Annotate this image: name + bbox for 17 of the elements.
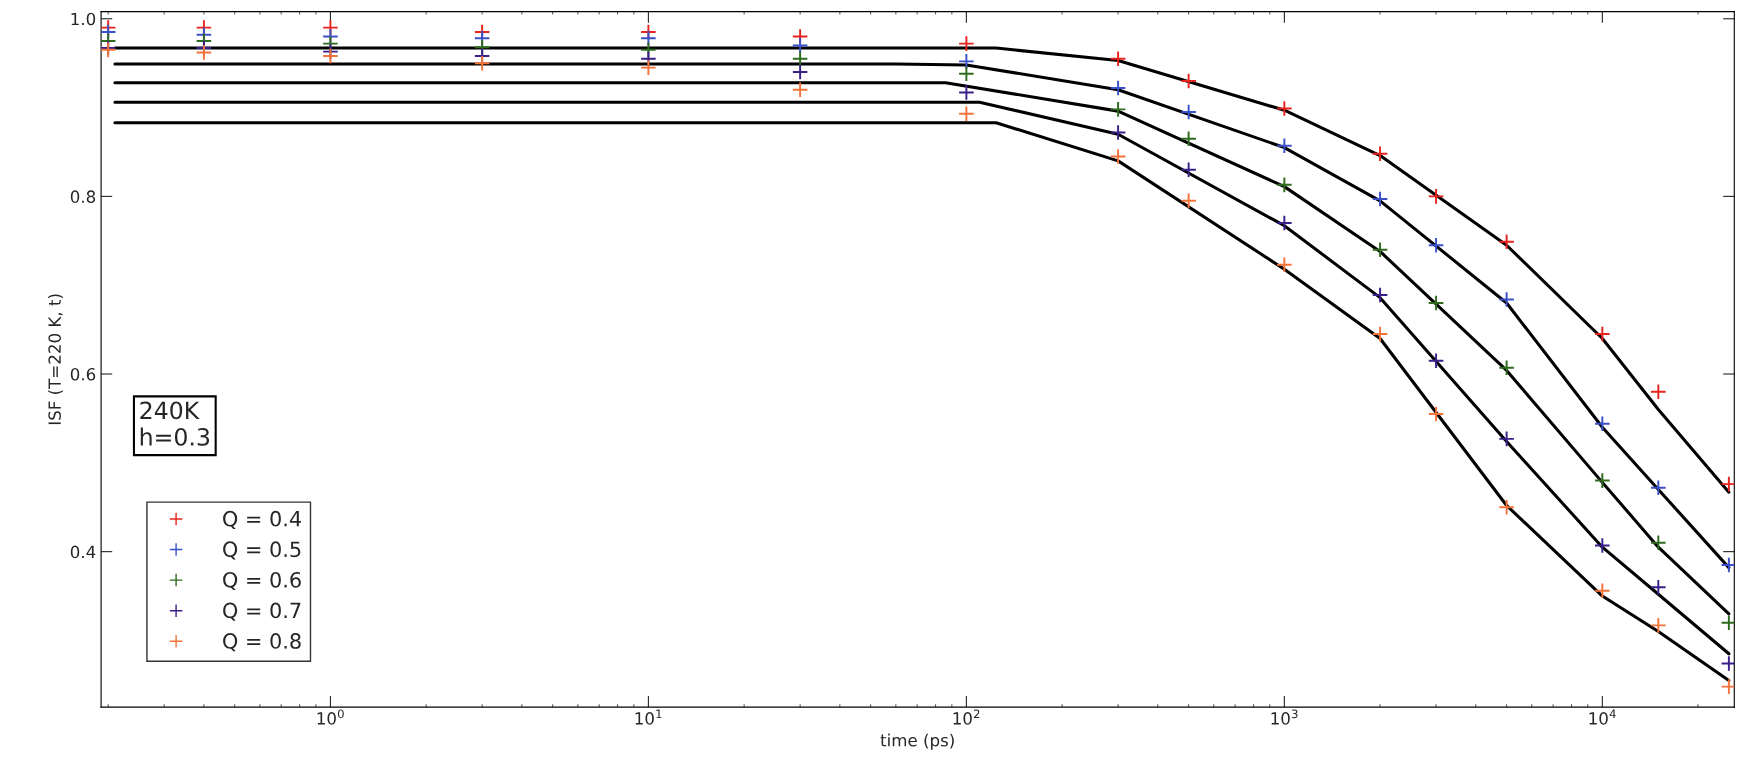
legend-label: Q = 0.6 (223, 571, 301, 591)
y-tick-label: 1.0 (71, 12, 96, 26)
legend-label: Q = 0.8 (223, 633, 301, 652)
y-tick-label: 0.6 (70, 367, 96, 381)
y-tick-label: 0.8 (70, 190, 96, 203)
legend-label: Q = 0.4 (223, 510, 301, 529)
x-tick-label: 10$^{1}$ (635, 709, 662, 725)
annotation: 240K h=0.3 (140, 401, 210, 446)
legend-label: Q = 0.5 (223, 541, 301, 560)
x-axis-title: time (ps) (880, 733, 954, 750)
legend-label: Q = 0.7 (223, 602, 301, 621)
x-tick-label: 10$^{3}$ (1271, 709, 1298, 725)
y-tick-label: 0.4 (70, 545, 96, 559)
x-tick-label: 10$^{0}$ (317, 709, 344, 725)
y-axis-title: ISF (T=220 K, t) (48, 294, 63, 425)
x-tick-label: 10$^{2}$ (953, 709, 980, 725)
x-tick-label: 10$^{4}$ (1589, 709, 1616, 725)
